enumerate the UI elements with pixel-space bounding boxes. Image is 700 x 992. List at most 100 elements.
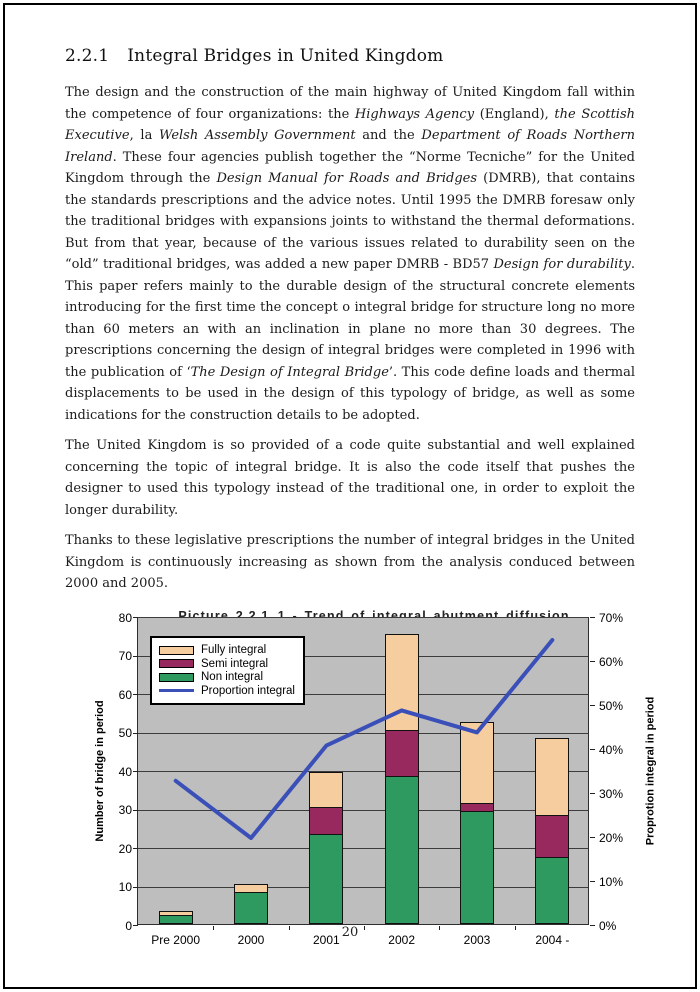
bar-segment [384, 730, 419, 778]
legend-label: Semi integral [201, 657, 269, 670]
bar-segment [234, 884, 268, 893]
left-axis-tick-label: 60 [118, 687, 132, 702]
italic-text-run: Highways Agency [354, 106, 475, 122]
left-axis-tick-label: 80 [118, 610, 132, 625]
gridline [138, 771, 588, 772]
bar-segment [158, 910, 193, 916]
left-axis-tick-mark [133, 655, 138, 657]
right-axis-tick-mark [590, 793, 595, 794]
x-axis-tick-mark [364, 925, 365, 930]
bar-segment [535, 857, 570, 924]
legend-item: Fully integral [159, 644, 295, 656]
text-run: (DMRB), that contains the standards pres… [65, 171, 635, 272]
text-run: , la [129, 128, 160, 143]
right-axis-tick-label: 10% [599, 874, 624, 889]
italic-text-run: the Scottish Executive [65, 106, 636, 144]
x-axis-category-label: 2001 [312, 932, 340, 947]
paragraph: Thanks to these legislative prescription… [65, 530, 635, 595]
bar-segment [309, 772, 344, 808]
legend-color-swatch [159, 672, 194, 682]
gridline [138, 848, 588, 849]
x-axis-category-label: Pre 2000 [151, 932, 200, 947]
legend-line-swatch [159, 689, 194, 692]
chart-legend: Fully integral Semi integral Non integral P… [150, 635, 305, 705]
italic-text-run: Welsh Assembly Government [159, 128, 356, 143]
text-run: (England), [474, 106, 555, 122]
italic-text-run: The Design of Integral Bridge [190, 364, 389, 380]
gridline [138, 655, 588, 657]
right-axis-tick-mark [590, 749, 595, 750]
text-run: ’. This code define loads and thermal di… [65, 364, 636, 423]
gridline [138, 732, 588, 734]
right-axis-tick-label: 40% [599, 742, 624, 757]
right-axis-tick-mark [590, 705, 595, 706]
left-axis-tick-mark [133, 925, 138, 926]
bar-segment [234, 891, 268, 924]
right-axis-tick-label: 30% [599, 786, 624, 801]
bar-segment [535, 737, 570, 816]
x-axis-category-label: 2002 [388, 932, 415, 947]
right-axis-tick-mark [590, 837, 595, 838]
legend-label: Non integral [201, 671, 264, 683]
left-axis-tick-label: 30 [118, 803, 132, 817]
text-run: and the [355, 128, 422, 143]
bar-segment [535, 814, 570, 859]
section-title: Integral Bridges in United Kingdom [127, 46, 444, 66]
paragraph: The United Kingdom is so provided of a c… [65, 435, 635, 521]
x-axis-tick-mark [514, 925, 516, 930]
text-run: Thanks to these legislative prescription… [65, 533, 635, 591]
left-axis-tick-mark [133, 771, 138, 772]
left-axis-tick-label: 0 [125, 918, 132, 933]
bar-segment [309, 833, 344, 924]
legend-item: Non integral [159, 671, 295, 683]
bar-segment [309, 807, 344, 835]
left-axis-tick-mark [133, 848, 138, 849]
legend-label: Proportion integral [201, 684, 295, 697]
text-run: . These four agencies publish together t… [65, 149, 635, 187]
text-run: . This paper refers mainly to the durabl… [65, 257, 635, 380]
x-axis-category-label: 2003 [463, 932, 491, 947]
proportion-line-layer [173, 637, 555, 840]
italic-text-run: Department of Roads Northern Ireland [65, 128, 635, 165]
x-axis-tick-mark [288, 925, 290, 930]
right-axis-tick-mark [590, 881, 595, 882]
text-run: The United Kingdom is so provided of a c… [65, 438, 635, 518]
legend-color-swatch [159, 659, 194, 668]
gridline [138, 809, 588, 811]
right-axis-tick-label: 70% [599, 610, 624, 625]
chart-figure: Number of bridge in period Proprotion in… [91, 609, 657, 951]
page-content: 2.2.1 Integral Bridges in United Kingdom … [65, 0, 656, 951]
left-axis-tick-mark [133, 694, 138, 695]
bar-segment [460, 810, 494, 924]
right-axis-tick-label: 60% [599, 654, 624, 669]
right-axis-tick-label: 0% [599, 918, 617, 933]
left-axis-tick-mark [133, 732, 138, 734]
right-axis-title: Proprotion integral in period [644, 696, 656, 845]
paragraph: The design and the construction of the m… [65, 82, 635, 426]
x-axis-tick-mark [213, 925, 215, 930]
x-axis-tick-mark [439, 925, 441, 930]
left-axis-tick-label: 50 [118, 726, 132, 740]
right-axis-tick-label: 20% [599, 830, 624, 845]
right-axis-tick-mark [590, 661, 595, 662]
left-axis-tick-label: 70 [118, 649, 132, 663]
left-axis-tick-mark [133, 886, 138, 888]
x-axis-category-label: 2000 [237, 932, 265, 947]
left-axis-tick-label: 10 [118, 880, 132, 894]
x-axis-category-label: 2004 - [535, 932, 570, 947]
section-number: 2.2.1 [65, 46, 110, 66]
left-axis-tick-mark [133, 809, 138, 811]
legend-color-swatch [159, 645, 194, 655]
chart-plot-area: Number of bridge in period Proprotion in… [94, 611, 656, 947]
legend-item: Proportion integral [159, 685, 295, 697]
left-axis-tick-label: 20 [118, 841, 132, 856]
page-number: 20 [341, 925, 359, 940]
proportion-integral-line [173, 637, 555, 840]
bar-segment [384, 776, 419, 924]
legend-item: Semi integral [159, 658, 295, 670]
gridline [138, 617, 588, 618]
right-axis-tick-label: 50% [599, 698, 624, 713]
gridline [138, 886, 588, 888]
bar-segment [460, 722, 494, 805]
left-axis-tick-label: 40 [118, 764, 132, 779]
